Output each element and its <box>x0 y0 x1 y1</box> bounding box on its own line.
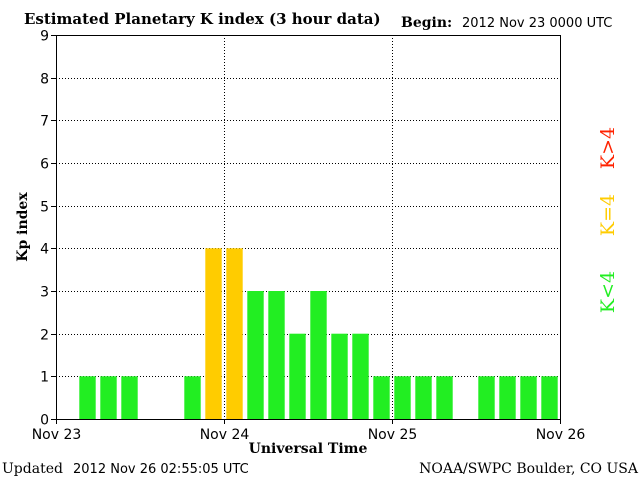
kp-bar <box>184 376 201 419</box>
bars <box>79 248 558 419</box>
x-tick-label: Nov 24 <box>200 427 250 443</box>
y-tick-label: 9 <box>40 29 49 45</box>
kp-bar <box>331 333 348 419</box>
kp-bar <box>541 376 558 419</box>
begin-value: 2012 Nov 23 0000 UTC <box>462 16 612 31</box>
y-tick-label: 1 <box>40 370 49 386</box>
kp-bar <box>247 291 264 419</box>
begin-label: Begin: <box>401 15 452 31</box>
y-tick-label: 5 <box>40 200 49 216</box>
y-tick-label: 2 <box>40 328 49 344</box>
updated-label: Updated <box>2 461 63 477</box>
legend-entry: K=4 <box>597 194 619 236</box>
kp-bar <box>478 376 495 419</box>
kp-bar <box>499 376 516 419</box>
x-tick-label: Nov 25 <box>368 427 418 443</box>
y-axis-ticks: 0 1 2 3 4 5 6 7 8 9 <box>40 29 56 429</box>
kp-bar <box>226 248 243 419</box>
kp-bar <box>289 333 306 419</box>
y-tick-label: 0 <box>40 413 49 429</box>
source-credit: NOAA/SWPC Boulder, CO USA <box>419 461 639 477</box>
legend-entry: K>4 <box>597 127 619 169</box>
grid-lines <box>56 35 560 419</box>
kp-bar <box>436 376 453 419</box>
kp-bar <box>373 376 390 419</box>
x-axis-label: Universal Time <box>249 441 368 457</box>
kp-bar <box>79 376 96 419</box>
kp-bar <box>205 248 222 419</box>
kp-bar <box>121 376 138 419</box>
y-tick-label: 6 <box>40 157 49 173</box>
x-tick-label: Nov 26 <box>536 427 586 443</box>
legend-entry: K<4 <box>597 271 619 313</box>
plot-frame <box>56 35 561 420</box>
kp-bar <box>268 291 285 419</box>
kp-bar <box>310 291 327 419</box>
y-tick-label: 8 <box>40 72 49 88</box>
y-tick-label: 7 <box>40 114 49 130</box>
y-tick-label: 3 <box>40 285 49 301</box>
updated-value: 2012 Nov 26 02:55:05 UTC <box>73 462 249 477</box>
legend: K<4 K=4 K>4 <box>597 127 619 313</box>
kp-bar <box>100 376 117 419</box>
x-tick-label: Nov 23 <box>32 427 82 443</box>
kp-bar <box>352 333 369 419</box>
chart-title: Estimated Planetary K index (3 hour data… <box>24 10 381 28</box>
kp-bar <box>415 376 432 419</box>
kp-bar <box>520 376 537 419</box>
x-axis-ticks: Nov 23 Nov 24 Nov 25 Nov 26 <box>32 419 586 443</box>
y-tick-label: 4 <box>40 242 49 258</box>
y-axis-label: Kp index <box>15 192 31 262</box>
kp-bar <box>394 376 411 419</box>
